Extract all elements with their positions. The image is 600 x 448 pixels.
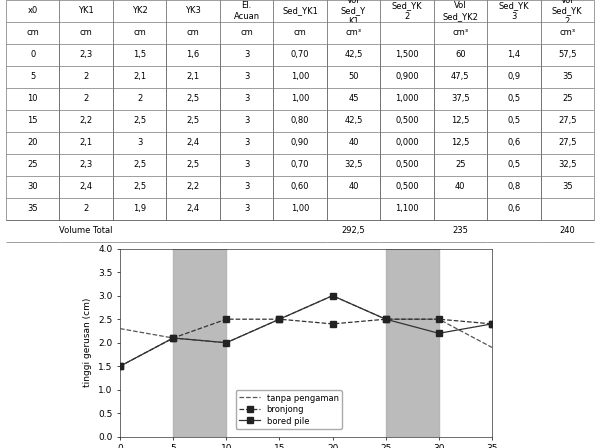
bored pile xyxy=(116,364,124,369)
Bar xyxy=(386,249,439,437)
tanpa pengaman xyxy=(170,335,177,340)
tanpa pengaman xyxy=(382,316,389,322)
bronjong xyxy=(276,316,283,322)
bored pile xyxy=(435,331,442,336)
bored pile xyxy=(170,335,177,340)
bored pile xyxy=(382,316,389,322)
bronjong xyxy=(223,316,230,322)
tanpa pengaman xyxy=(329,293,336,298)
tanpa pengaman xyxy=(276,316,283,322)
tanpa pengaman xyxy=(116,326,124,332)
tanpa pengaman xyxy=(488,345,496,350)
bored pile xyxy=(223,340,230,345)
Y-axis label: tinggi gerusan (cm): tinggi gerusan (cm) xyxy=(83,298,92,388)
Line: tanpa pengaman: tanpa pengaman xyxy=(120,296,492,348)
bronjong xyxy=(435,316,442,322)
bronjong xyxy=(382,316,389,322)
bronjong xyxy=(170,335,177,340)
Line: bored pile: bored pile xyxy=(117,293,495,369)
Bar xyxy=(173,249,226,437)
bronjong xyxy=(488,321,496,327)
bored pile xyxy=(329,293,336,298)
Line: bronjong: bronjong xyxy=(117,316,495,369)
Legend: tanpa pengaman, bronjong, bored pile: tanpa pengaman, bronjong, bored pile xyxy=(236,390,342,429)
bronjong xyxy=(329,321,336,327)
tanpa pengaman xyxy=(223,340,230,345)
bored pile xyxy=(276,316,283,322)
tanpa pengaman xyxy=(435,316,442,322)
bronjong xyxy=(116,364,124,369)
bored pile xyxy=(488,321,496,327)
